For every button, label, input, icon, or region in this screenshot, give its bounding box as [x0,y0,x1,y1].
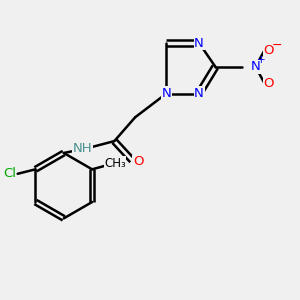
Text: CH₃: CH₃ [104,157,126,170]
Text: Cl: Cl [3,167,16,180]
Text: NH: NH [73,142,92,155]
Text: +: + [256,55,265,65]
Text: O: O [264,76,274,90]
Text: N: N [194,87,204,100]
Text: N: N [194,37,204,50]
Text: N: N [161,87,171,100]
Text: O: O [264,44,274,57]
Text: −: − [272,39,282,52]
Text: O: O [133,155,143,168]
Text: N: N [250,60,260,73]
